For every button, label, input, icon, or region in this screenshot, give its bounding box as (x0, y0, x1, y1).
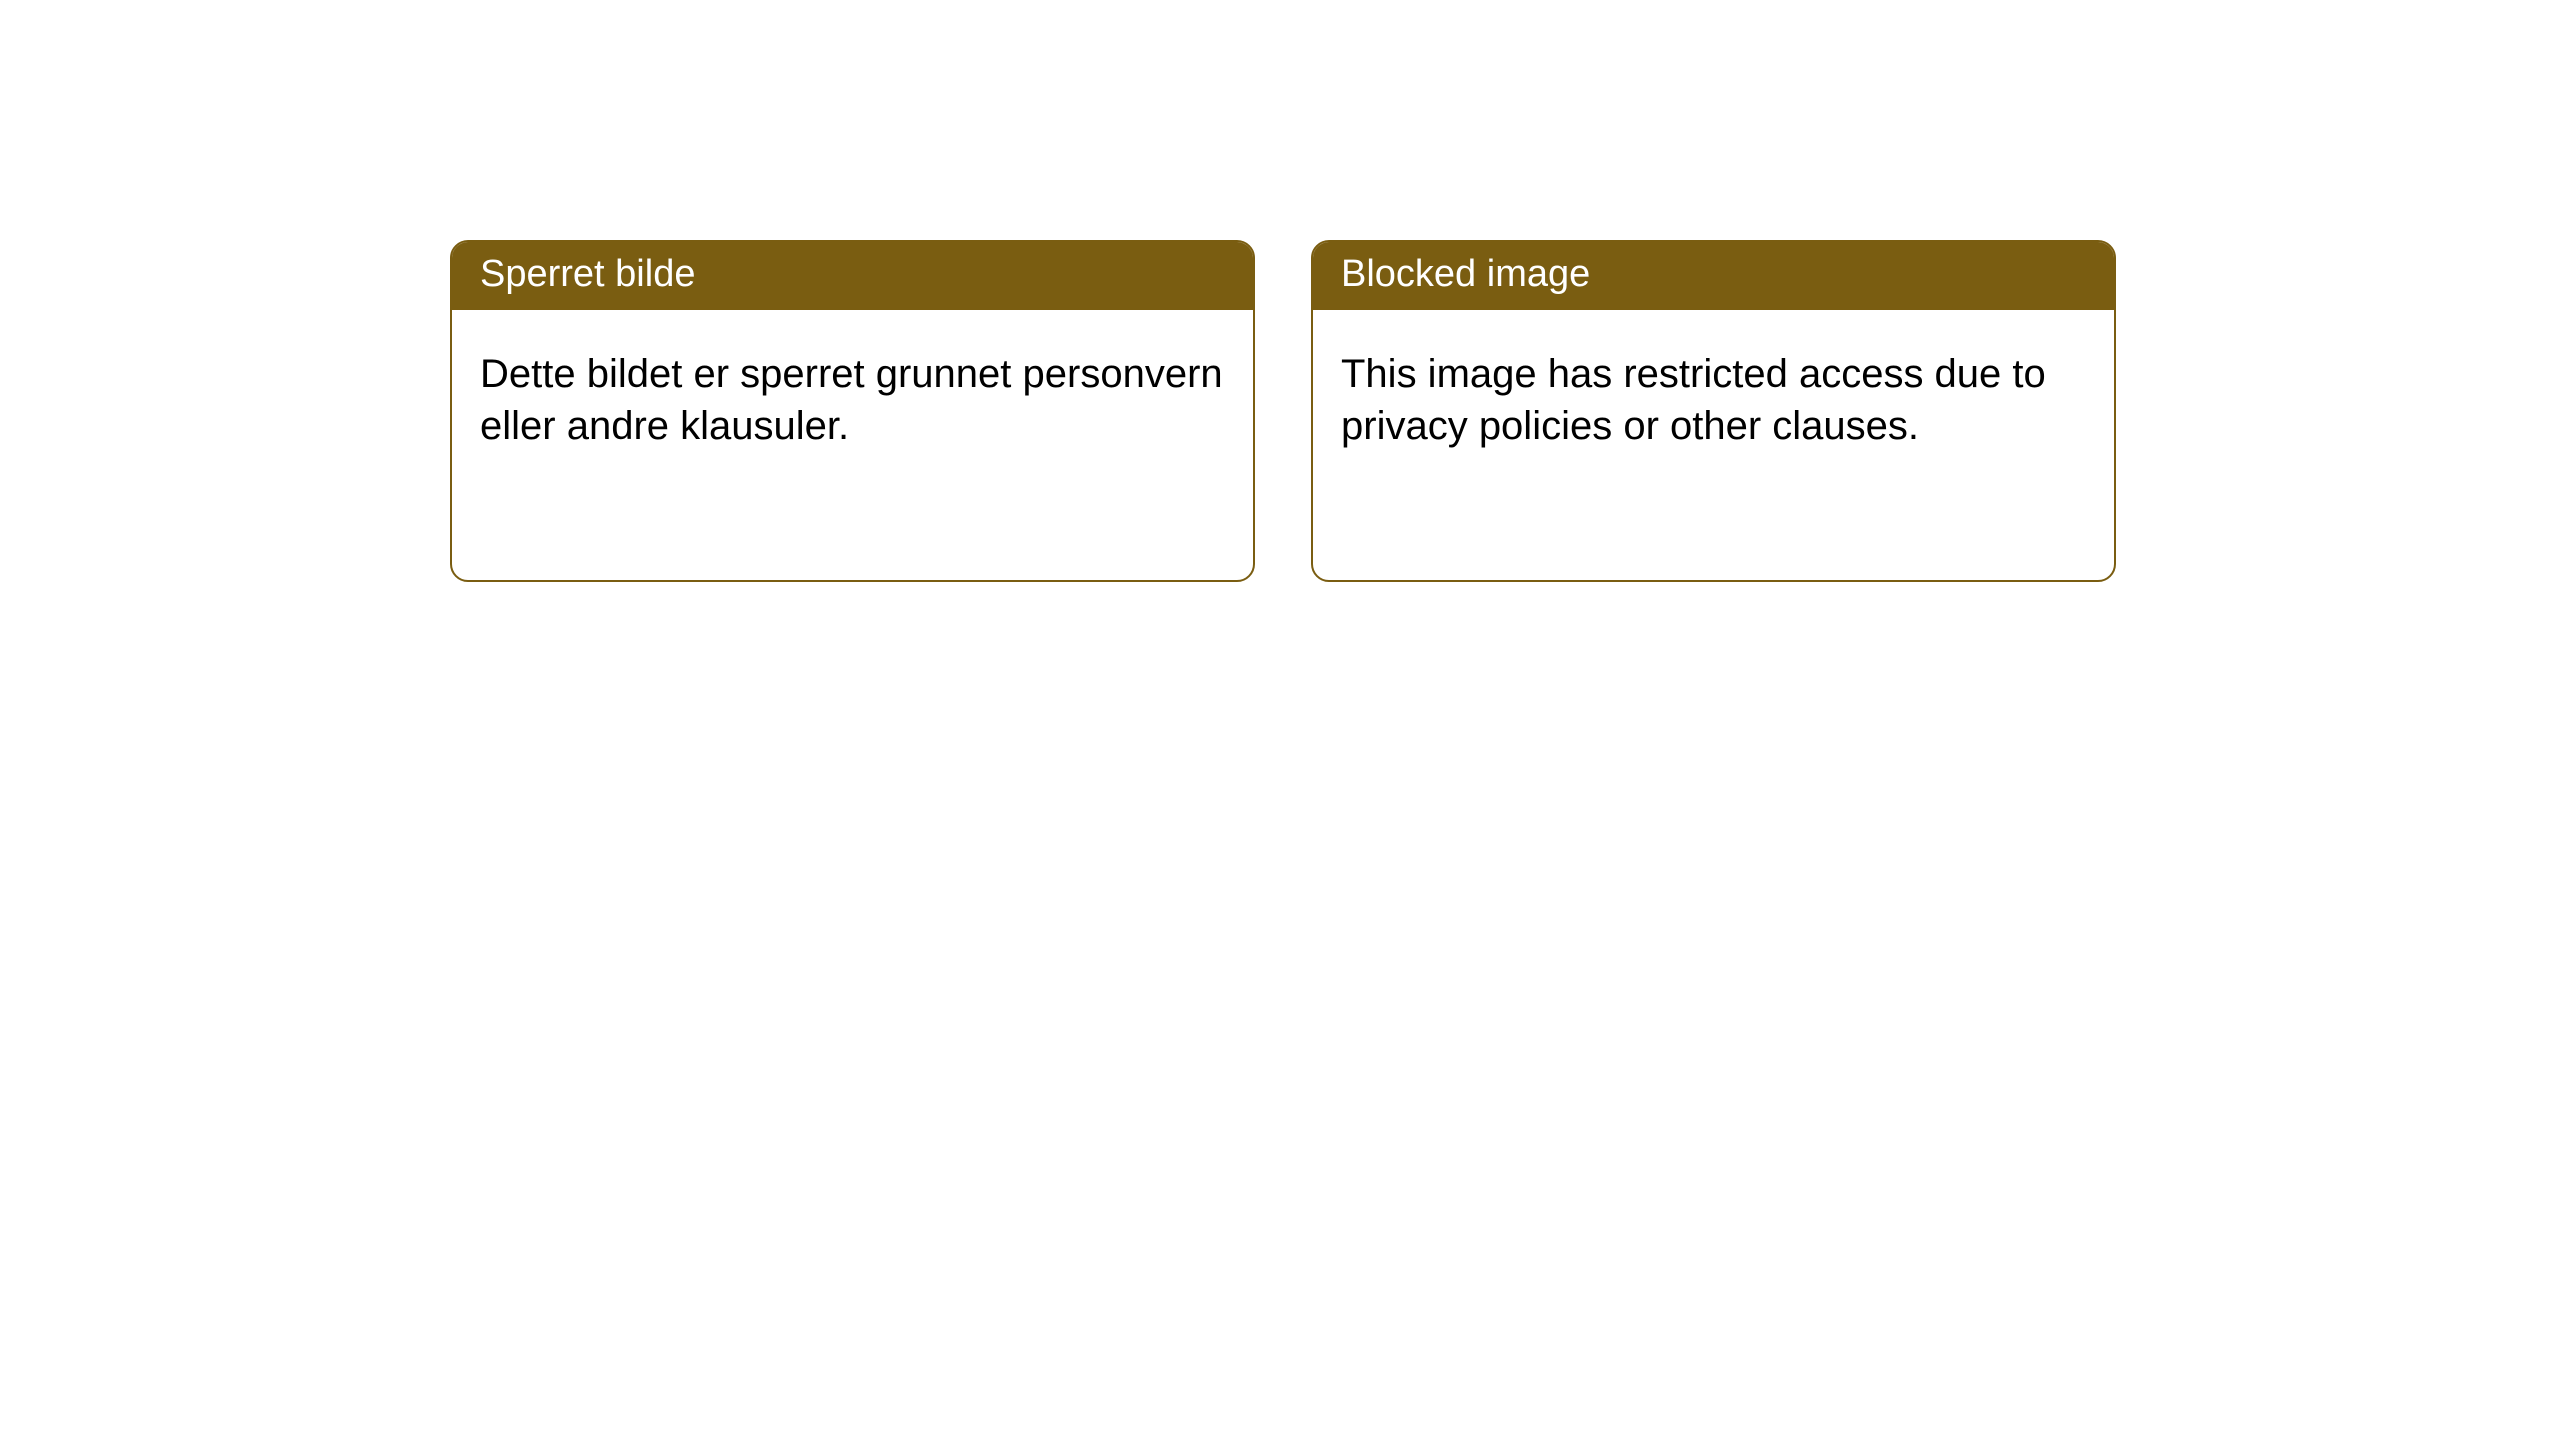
notice-title: Blocked image (1313, 242, 2114, 310)
notice-card-norwegian: Sperret bilde Dette bildet er sperret gr… (450, 240, 1255, 582)
notice-container: Sperret bilde Dette bildet er sperret gr… (0, 0, 2560, 582)
notice-body: This image has restricted access due to … (1313, 310, 2114, 580)
notice-title: Sperret bilde (452, 242, 1253, 310)
notice-body: Dette bildet er sperret grunnet personve… (452, 310, 1253, 580)
notice-card-english: Blocked image This image has restricted … (1311, 240, 2116, 582)
